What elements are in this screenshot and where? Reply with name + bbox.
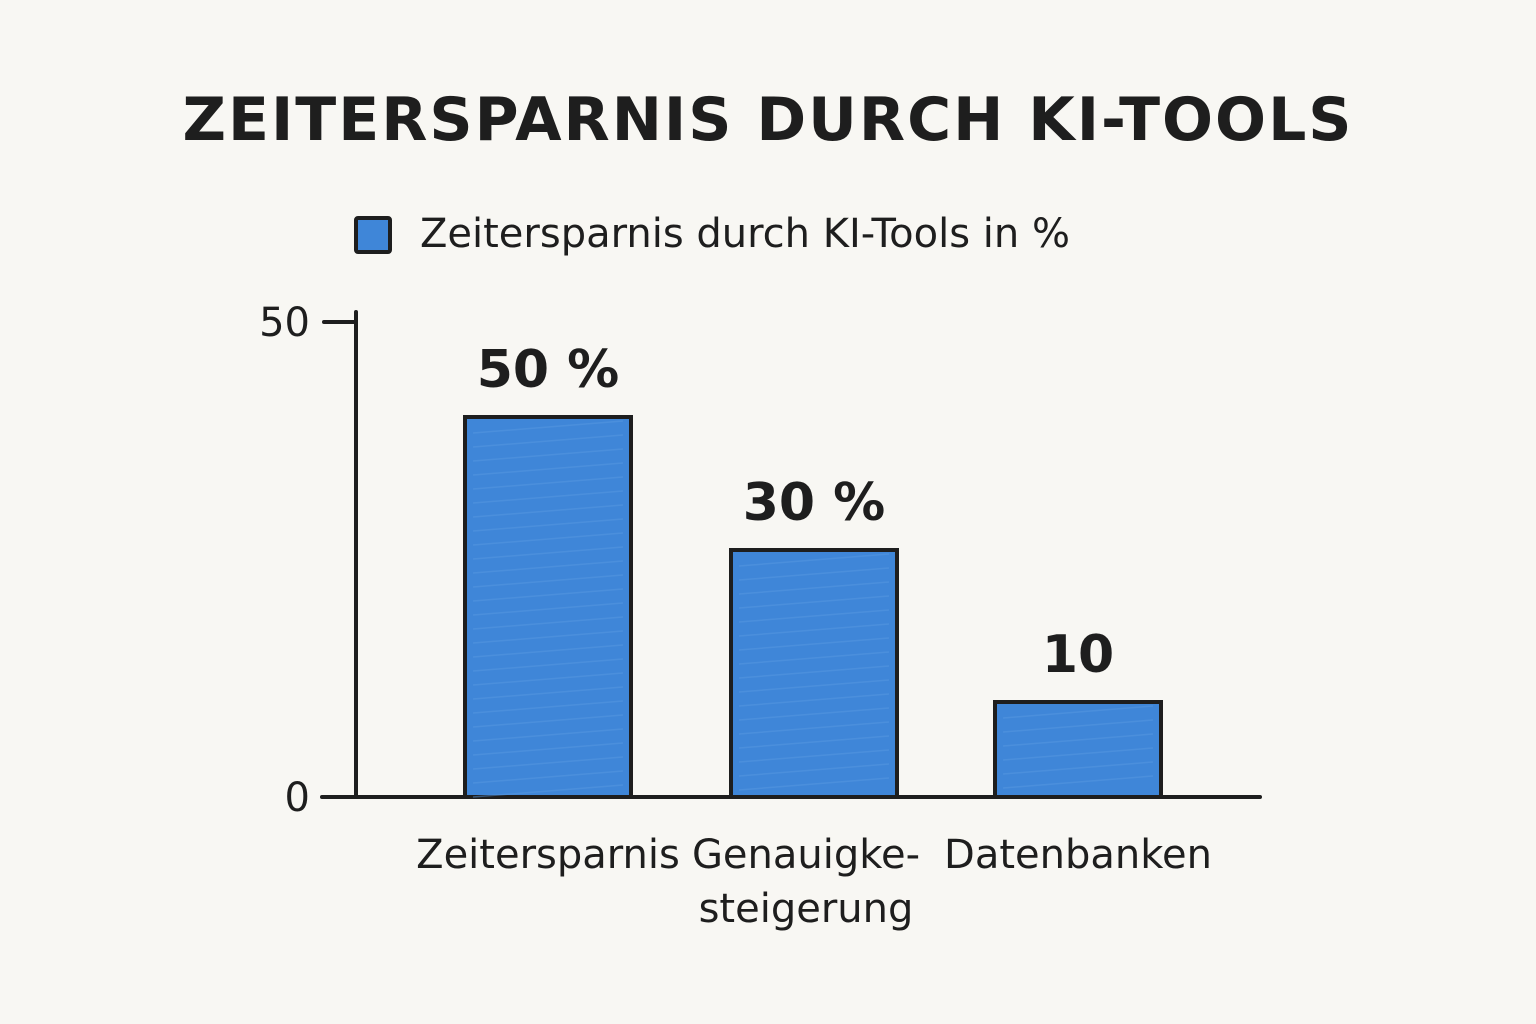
bar-texture-stroke [472, 434, 624, 448]
bar-texture-stroke [472, 476, 624, 490]
bar-texture-stroke [472, 616, 624, 630]
bar-texture-stroke [472, 728, 624, 742]
bar-texture-stroke [472, 490, 624, 504]
bar-texture-stroke [1002, 761, 1154, 775]
bar-texture-stroke [1002, 719, 1154, 733]
bar-texture-stroke [738, 651, 890, 665]
bar-texture-stroke [738, 553, 890, 567]
bar-texture-stroke [472, 700, 624, 714]
bar-texture-stroke [472, 644, 624, 658]
bar [729, 548, 899, 799]
bar-texture-stroke [472, 770, 624, 784]
bar-texture-stroke [472, 588, 624, 602]
bar-texture-stroke [738, 735, 890, 749]
bar-texture-stroke [472, 630, 624, 644]
bar-texture-stroke [738, 665, 890, 679]
bar-texture-stroke [1002, 705, 1154, 719]
bar-texture-stroke [738, 749, 890, 763]
bar-texture-stroke [1002, 747, 1154, 761]
bar-texture-stroke [472, 504, 624, 518]
legend-label: Zeitersparnis durch KI-Tools in % [420, 211, 1070, 257]
bar-texture-stroke [1002, 733, 1154, 747]
bar-texture-stroke [738, 609, 890, 623]
category-label: steigerung [699, 886, 914, 932]
bar-texture-stroke [472, 602, 624, 616]
bar-texture-stroke [738, 567, 890, 581]
category-label: Datenbanken [944, 832, 1212, 878]
category-label: Genauigke- [692, 832, 920, 878]
bar-texture-stroke [738, 721, 890, 735]
bar-texture-stroke [472, 714, 624, 728]
bar-texture-stroke [472, 672, 624, 686]
bar-texture-stroke [472, 784, 624, 798]
bar-texture-stroke [472, 686, 624, 700]
bar-texture-stroke [738, 581, 890, 595]
bar-texture-stroke [738, 763, 890, 777]
y-tick-label: 0 [285, 775, 310, 821]
bar-texture-stroke [472, 560, 624, 574]
bar [463, 415, 633, 799]
bar-texture-stroke [738, 623, 890, 637]
bar-texture-stroke [738, 637, 890, 651]
bar [993, 700, 1163, 799]
bar-texture-stroke [472, 742, 624, 756]
bar-texture-stroke [472, 546, 624, 560]
chart-title: ZEITERSPARNIS DURCH KI-TOOLS [182, 85, 1353, 155]
bar-value-label: 10 [1042, 625, 1114, 685]
bar-texture-stroke [738, 693, 890, 707]
bar-texture-stroke [472, 574, 624, 588]
category-label: Zeitersparnis [416, 832, 680, 878]
bar-texture-stroke [472, 448, 624, 462]
y-tick-label: 50 [259, 300, 310, 346]
bar-texture-stroke [472, 756, 624, 770]
bar-texture-stroke [738, 707, 890, 721]
plot-area: 50 0 50 % Zeitersparnis 30 % Genauigke-steige… [259, 300, 1262, 932]
legend: Zeitersparnis durch KI-Tools in % [354, 211, 1070, 257]
bar-value-label: 50 % [477, 340, 620, 400]
bar-texture-stroke [472, 420, 624, 434]
bar-texture-stroke [472, 658, 624, 672]
bar-texture-stroke [472, 532, 624, 546]
bar-value-label: 30 % [743, 473, 886, 533]
bar-texture-stroke [472, 462, 624, 476]
bar-texture-stroke [738, 777, 890, 791]
bar-texture-stroke [1002, 775, 1154, 789]
bar-texture-stroke [738, 595, 890, 609]
legend-swatch [354, 216, 392, 254]
bar-texture-stroke [738, 679, 890, 693]
bar-texture-stroke [472, 518, 624, 532]
